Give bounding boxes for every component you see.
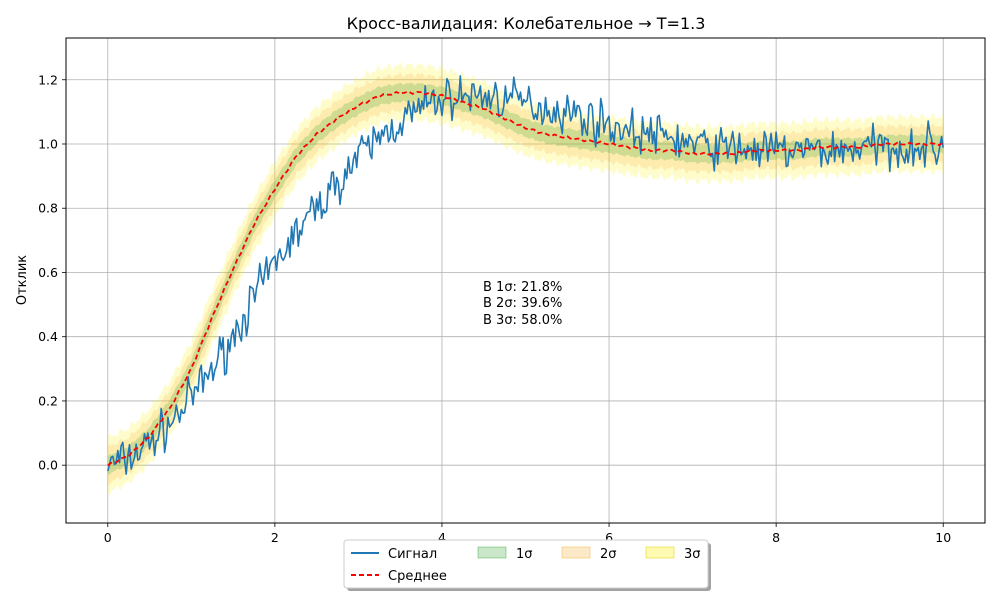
chart-title: Кросс-валидация: Колебательное → T=1.3 (347, 14, 706, 33)
x-tick-label: 10 (935, 530, 951, 545)
x-tick-label: 8 (772, 530, 780, 545)
legend-2sigma-label: 2σ (600, 547, 617, 562)
legend-1sigma-swatch (477, 546, 507, 559)
legend-box (343, 539, 709, 589)
band-3sigma (107, 61, 944, 496)
legend-signal-label: Сигнал (388, 547, 437, 562)
legend-3sigma-swatch (645, 546, 675, 559)
sigma-bands (107, 61, 944, 496)
y-tick-label: 0.2 (38, 393, 58, 408)
coverage-annotation: В 1σ: 21.8% В 2σ: 39.6% В 3σ: 58.0% (483, 280, 562, 328)
y-tick-label: 0.8 (38, 201, 58, 216)
legend: Сигнал Среднее 1σ 2σ 3σ (343, 539, 711, 591)
signal-line (107, 75, 944, 475)
y-tick-label: 0.6 (38, 265, 58, 280)
annotation-3sigma: В 3σ: 58.0% (483, 313, 562, 328)
plot-frame (65, 37, 986, 524)
series-lines (107, 75, 944, 475)
y-axis-label: Отклик (15, 255, 30, 305)
y-tick-label: 0.0 (38, 458, 58, 473)
x-tick-label: 6 (605, 530, 613, 545)
annotation-2sigma: В 2σ: 39.6% (483, 296, 562, 311)
y-tick-label: 0.4 (38, 329, 58, 344)
legend-mean-label: Среднее (388, 569, 447, 584)
x-axis-ticks: 0 2 4 6 8 10 (104, 523, 951, 545)
legend-2sigma-swatch (561, 546, 591, 559)
x-tick-label: 0 (104, 530, 112, 545)
y-axis-ticks: 0.0 0.2 0.4 0.6 0.8 1.0 1.2 (38, 72, 66, 473)
legend-3sigma-label: 3σ (684, 547, 701, 562)
x-tick-label: 2 (271, 530, 279, 545)
legend-1sigma-label: 1σ (516, 547, 533, 562)
mean-line (107, 90, 944, 466)
x-tick-label: 4 (438, 530, 446, 545)
annotation-1sigma: В 1σ: 21.8% (483, 280, 562, 295)
y-tick-label: 1.2 (38, 72, 58, 87)
y-tick-label: 1.0 (38, 136, 58, 151)
